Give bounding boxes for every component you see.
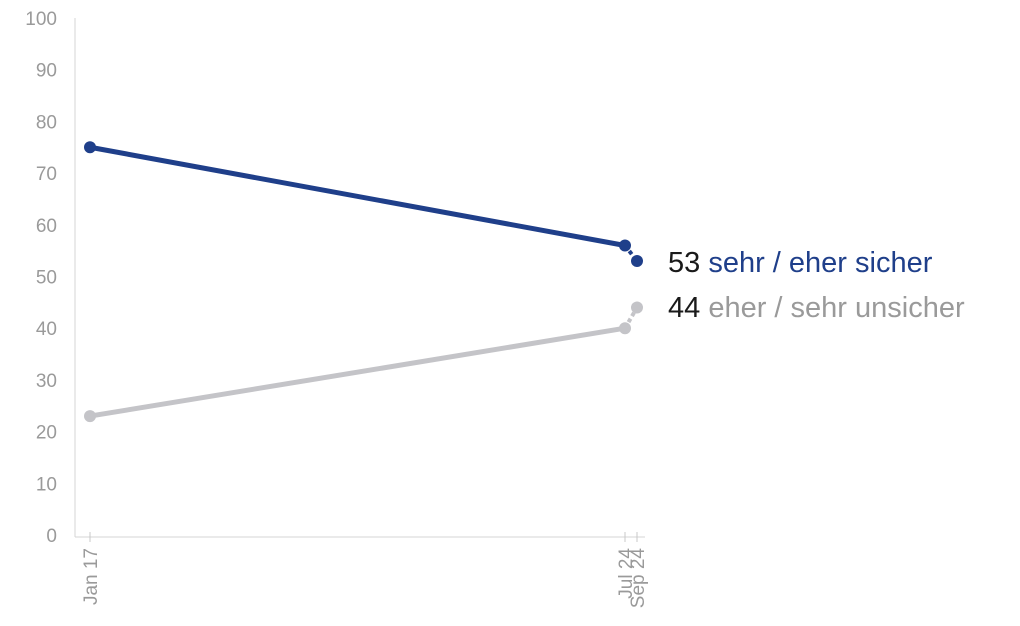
end-label-name: sehr / eher sicher: [708, 247, 932, 279]
axes: [74, 18, 645, 538]
series-line: [87, 144, 628, 248]
data-point: [619, 322, 631, 335]
y-tick-label: 60: [36, 216, 57, 237]
x-tick-label: Jan 17: [81, 548, 102, 605]
y-tick-label: 30: [36, 371, 57, 392]
x-tick-label: Jul 24: [616, 548, 637, 599]
data-point: [84, 141, 96, 154]
y-tick-label: 20: [36, 423, 57, 444]
data-point: [631, 254, 643, 267]
end-label-value: 53: [668, 247, 708, 279]
y-tick-label: 40: [36, 319, 57, 340]
y-tick-label: 80: [36, 112, 57, 133]
series-layer: [84, 141, 643, 423]
y-tick-label: 10: [36, 474, 57, 495]
y-tick-label: 100: [25, 9, 57, 30]
end-label: 44 eher / sehr unsicher: [668, 292, 965, 324]
end-label-name: eher / sehr unsicher: [708, 292, 965, 324]
data-point: [619, 239, 631, 252]
y-axis: 0 10 20 30 40 50 60 70 80 90 100: [25, 9, 57, 547]
y-tick-label: 90: [36, 61, 57, 82]
y-tick-label: 50: [36, 268, 57, 289]
end-label: 53 sehr / eher sicher: [668, 247, 933, 279]
end-label-value: 44: [668, 292, 708, 324]
series-1: [84, 141, 643, 267]
y-tick-label: 0: [46, 526, 57, 547]
series-2: [84, 301, 643, 423]
series-line: [87, 325, 628, 419]
data-point: [84, 410, 96, 423]
x-tick-label: Sep 24: [628, 548, 649, 609]
y-tick-label: 70: [36, 164, 57, 185]
data-point: [631, 301, 643, 314]
